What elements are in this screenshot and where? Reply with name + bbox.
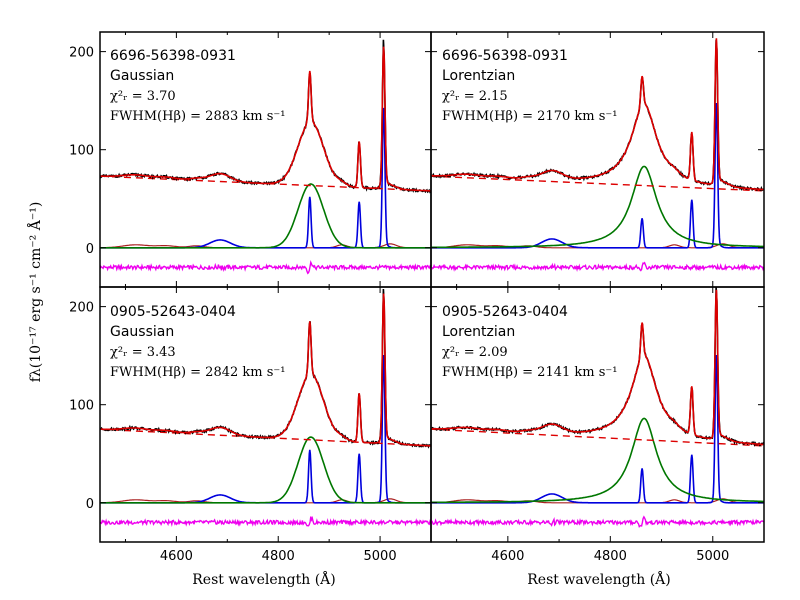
panel-plot-area — [100, 39, 431, 275]
panel-curves: 0 100 200 4600 4800 5000 — [69, 286, 432, 564]
panel-fwhm: FWHM(Hβ) = 2170 km s⁻¹ — [442, 109, 617, 124]
residual-series — [100, 260, 431, 275]
panel-object-id: 0905-52643-0404 — [110, 304, 236, 320]
panel-object-id: 6696-56398-0931 — [442, 48, 568, 64]
broad-hbeta-series — [431, 165, 764, 249]
continuum-series — [431, 428, 764, 447]
panel-chi2: χ²ᵣ = 3.70 — [110, 89, 176, 104]
continuum-series — [431, 175, 764, 192]
total-model-series — [431, 289, 764, 446]
broad-hbeta-series — [100, 436, 431, 504]
panel-plot-area — [431, 287, 764, 528]
total-model-series — [431, 38, 764, 191]
y-tick-label: 200 — [69, 46, 94, 61]
panel-object-id: 0905-52643-0404 — [442, 304, 568, 320]
total-model-series — [100, 293, 431, 447]
panel-chi2: χ²ᵣ = 2.09 — [442, 345, 508, 360]
x-tick-label: 4800 — [594, 549, 627, 564]
y-tick-label: 200 — [69, 301, 94, 316]
panel-profile-label: Lorentzian — [442, 324, 515, 340]
panel-bottom-right: 4600 4800 5000 0905-52643-0404 Lorentzian … — [430, 286, 765, 564]
panel-plot-area — [100, 288, 431, 527]
panel-top-left: 0 100 200 6696-56398-0931 Gaussian χ²ᵣ = 3… — [69, 31, 432, 288]
x-tick-label: 5000 — [364, 549, 397, 564]
y-tick-label: 100 — [69, 144, 94, 159]
x-tick-label: 4800 — [262, 549, 295, 564]
panel-profile-label: Gaussian — [110, 68, 174, 84]
broad-hbeta-series — [100, 183, 431, 249]
panel-plot-area — [431, 38, 764, 272]
x-tick-label: 4600 — [491, 549, 524, 564]
panel-curves — [430, 31, 765, 288]
x-axis-label: Rest wavelength (Å) — [527, 570, 670, 588]
panel-frame — [430, 286, 765, 543]
broad-hbeta-series — [431, 417, 764, 504]
panel-fwhm: FWHM(Hβ) = 2883 km s⁻¹ — [110, 109, 285, 124]
residual-series — [431, 515, 764, 528]
y-tick-label: 0 — [86, 497, 94, 512]
x-axis-label: Rest wavelength (Å) — [192, 570, 335, 588]
residual-series — [100, 515, 431, 527]
panel-object-id: 6696-56398-0931 — [110, 48, 236, 64]
y-tick-label: 100 — [69, 399, 94, 414]
y-axis-label: fλ(10⁻¹⁷ erg s⁻¹ cm⁻² Å⁻¹) — [26, 202, 44, 383]
total-model-series — [100, 46, 431, 192]
panel-chi2: χ²ᵣ = 2.15 — [442, 89, 508, 104]
panel-fwhm: FWHM(Hβ) = 2141 km s⁻¹ — [442, 365, 617, 380]
panel-bottom-left: 0 100 200 4600 4800 5000 0905-52643-0404 Gaus… — [69, 286, 432, 564]
y-tick-label: 0 — [86, 242, 94, 257]
panel-chi2: χ²ᵣ = 3.43 — [110, 345, 176, 360]
panel-curves: 4600 4800 5000 — [430, 286, 765, 564]
x-tick-label: 4600 — [160, 549, 193, 564]
panel-profile-label: Lorentzian — [442, 68, 515, 84]
panel-top-right: 6696-56398-0931 Lorentzian χ²ᵣ = 2.15 FW… — [430, 31, 765, 288]
panel-profile-label: Gaussian — [110, 324, 174, 340]
residual-series — [431, 261, 764, 272]
x-tick-label: 5000 — [696, 549, 729, 564]
panel-fwhm: FWHM(Hβ) = 2842 km s⁻¹ — [110, 365, 285, 380]
